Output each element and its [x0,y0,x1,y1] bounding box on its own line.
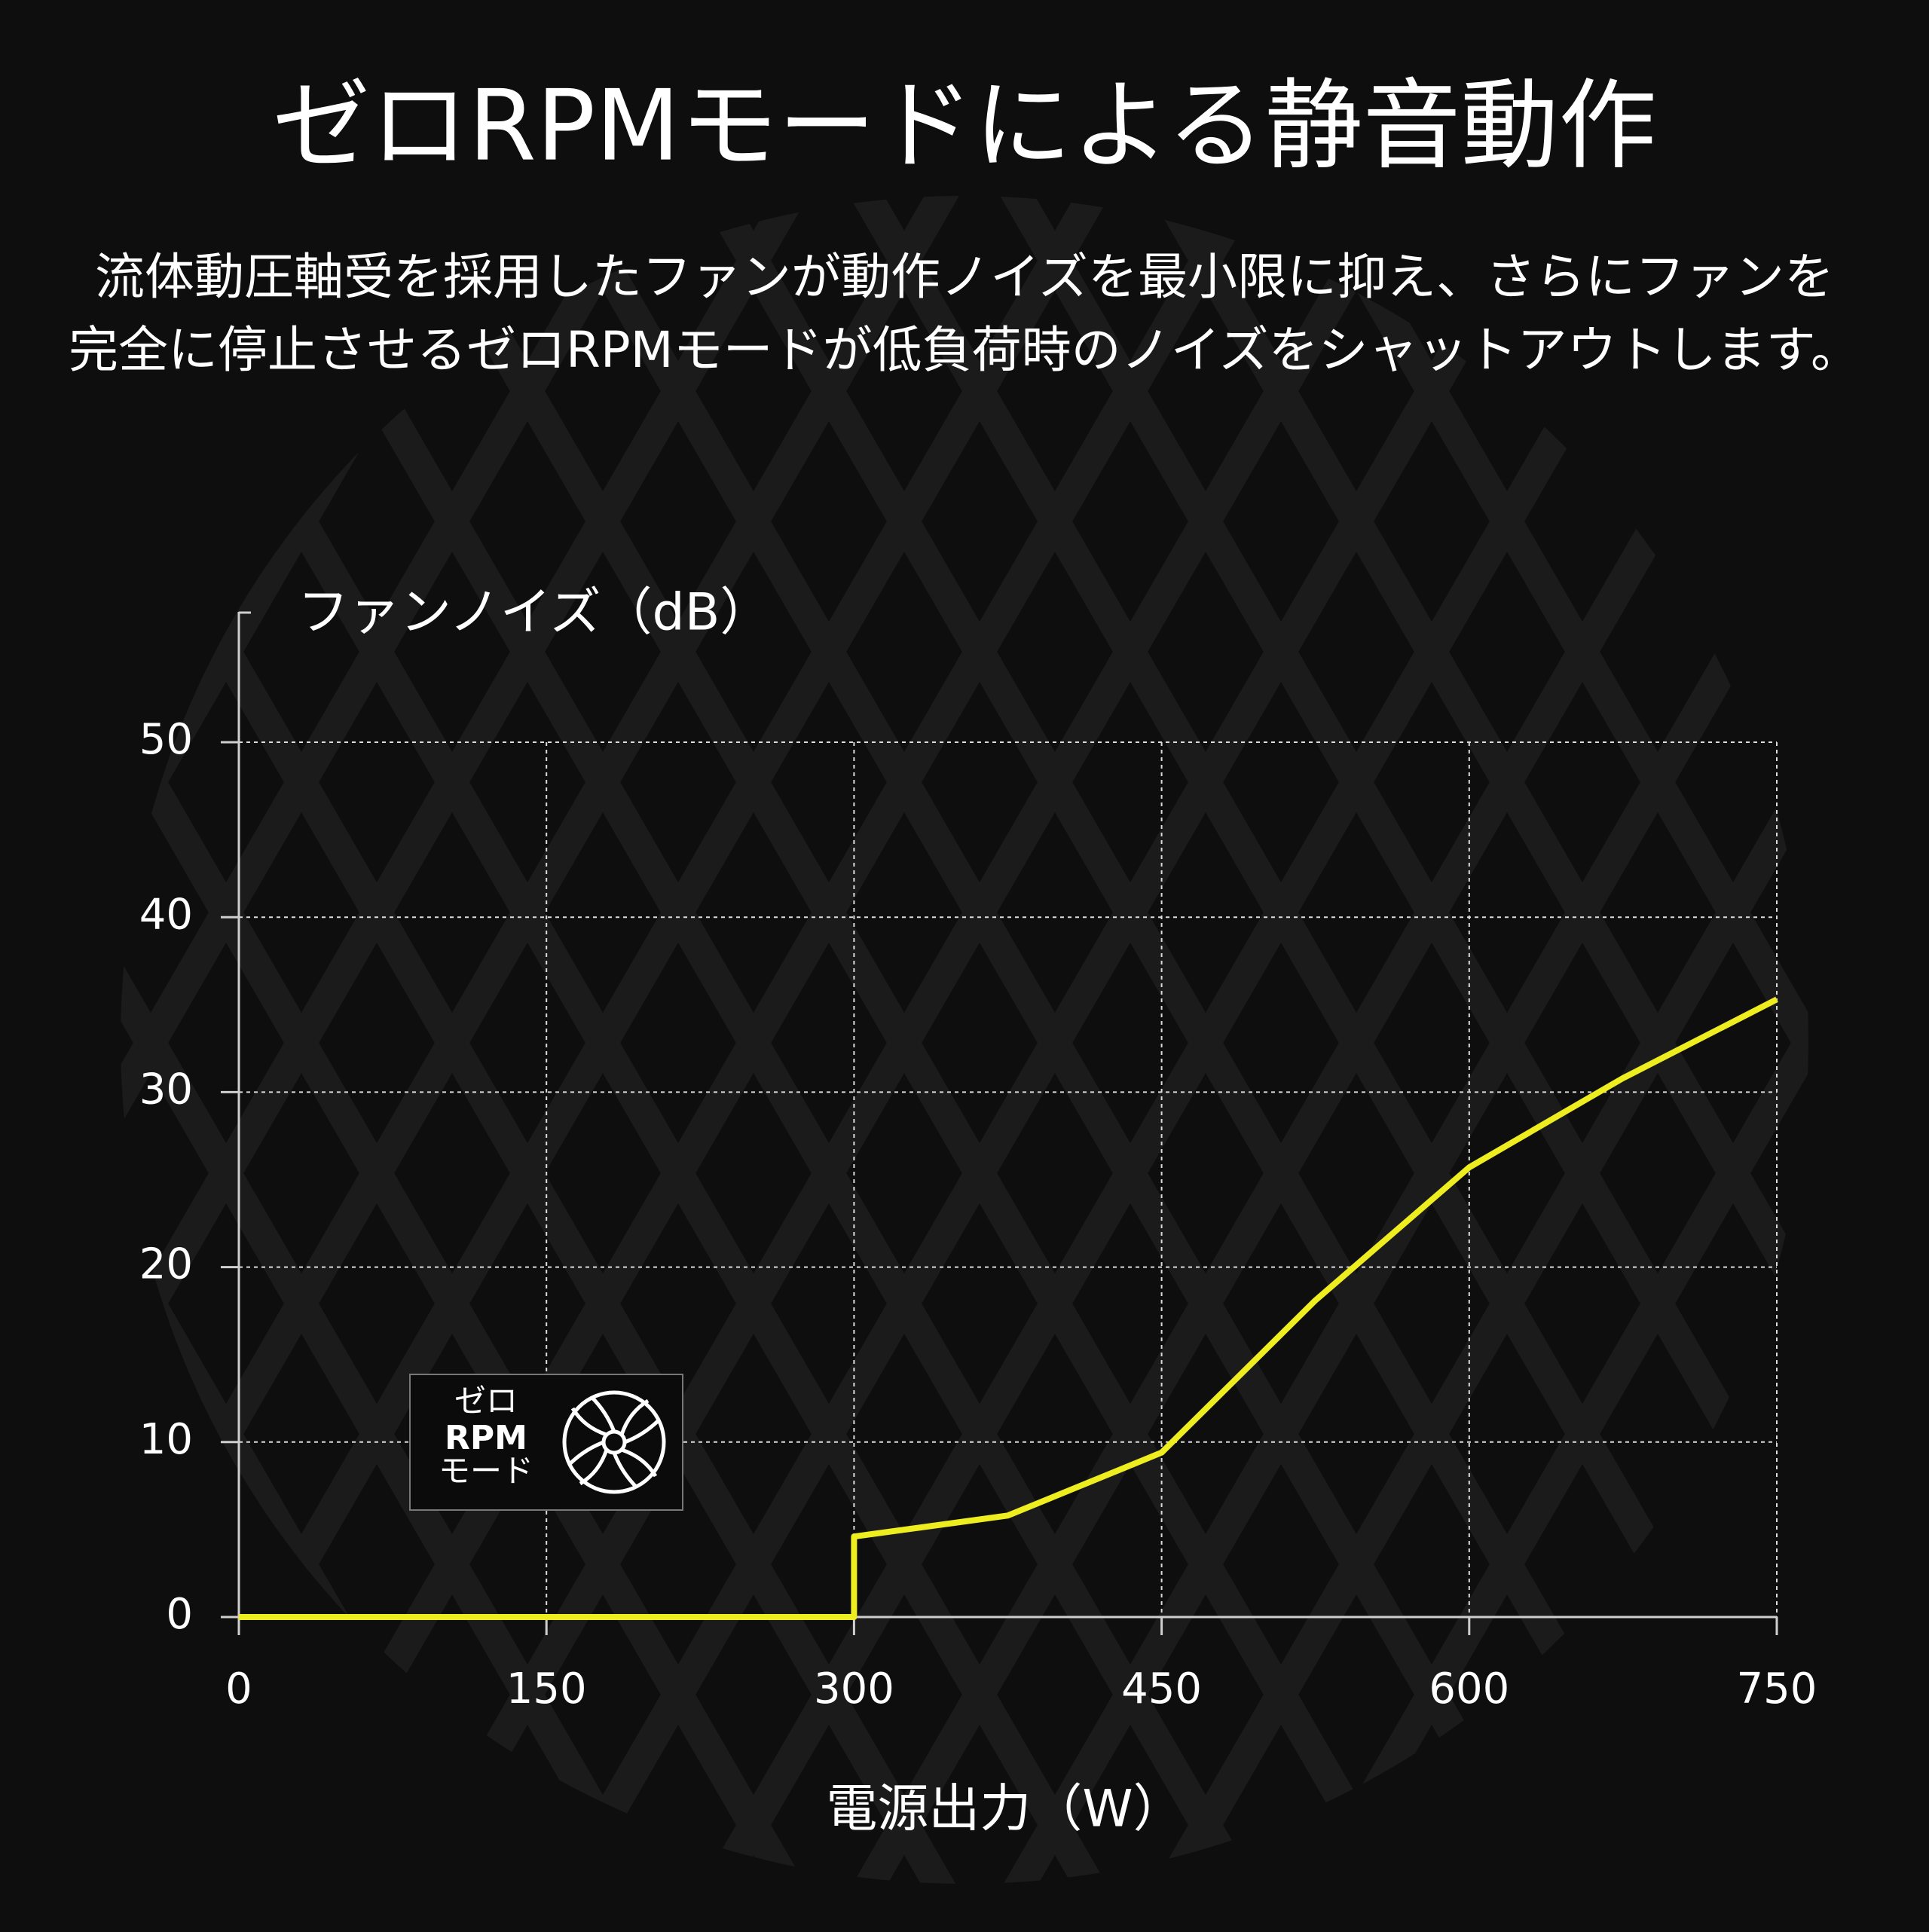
data-line [239,996,1778,1620]
badge-text: モード [439,1453,533,1490]
subtitle-line: 完全に停止させるゼロRPMモードが低負荷時のノイズをシャットアウトします。 [69,321,1860,379]
y-axis-label: ファンノイズ（dB） [298,583,771,643]
x-tick-label: 0 [225,1665,252,1713]
y-tick-label: 20 [139,1240,193,1289]
x-tick-label: 600 [1429,1665,1509,1713]
zero-rpm-badge: ゼロ RPM モード [409,1374,683,1511]
title: ゼロRPMモードによる静音動作 [273,69,1657,183]
background-pattern [121,196,1808,1884]
fan-icon [562,1390,666,1494]
y-tick-label: 10 [139,1415,193,1464]
y-tick-label: 0 [166,1590,193,1639]
badge-text: RPM [445,1419,527,1457]
y-tick-label: 40 [139,890,193,939]
subtitle-line: 流体動圧軸受を採用したファンが動作ノイズを最小限に抑え、さらにファンを [95,248,1834,306]
y-tick-label: 30 [139,1065,193,1114]
x-axis-label: 電源出力（W） [826,1780,1184,1839]
badge-text: ゼロ [454,1383,518,1420]
y-tick-label: 50 [139,715,193,764]
x-tick-label: 300 [814,1665,894,1713]
x-tick-label: 750 [1737,1665,1817,1713]
x-tick-label: 450 [1121,1665,1202,1713]
x-tick-label: 150 [506,1665,587,1713]
